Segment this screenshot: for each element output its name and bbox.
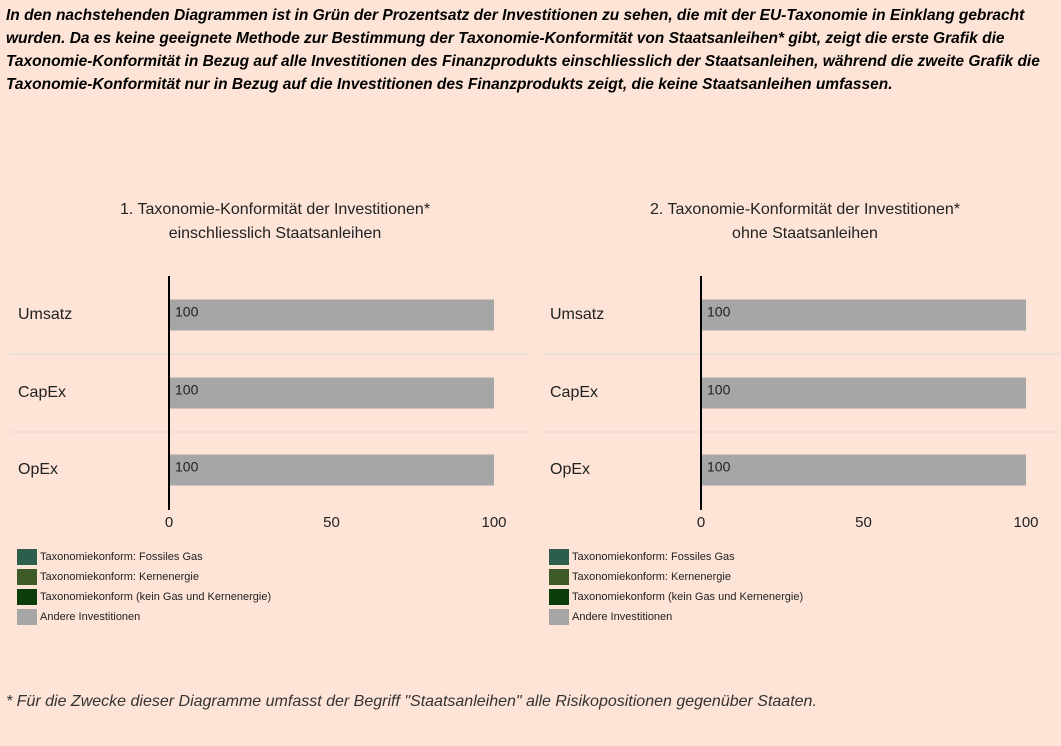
intro: In den nachstehenden Diagrammen ist in G… (6, 7, 1040, 93)
bar-segment (701, 377, 1026, 409)
category-label: Umsatz (18, 306, 72, 323)
legend-swatch (17, 609, 37, 625)
footnote: * Für die Zwecke dieser Diagramme umfass… (6, 693, 817, 710)
legend-swatch (549, 549, 569, 565)
bar-segment (701, 299, 1026, 331)
legend-label: Taxonomiekonform: Kernenergie (40, 571, 199, 583)
bar-segment (169, 299, 494, 331)
x-tick-label: 0 (165, 514, 173, 531)
legend-label: Taxonomiekonform (kein Gas und Kernenerg… (40, 591, 271, 603)
x-tick-label: 100 (1013, 514, 1038, 531)
legend-label: Taxonomiekonform: Fossiles Gas (572, 551, 735, 563)
data-label: 100 (175, 382, 199, 398)
legend-swatch (549, 569, 569, 585)
legend-swatch (549, 589, 569, 605)
bar-segment (169, 377, 494, 409)
legend-swatch (17, 589, 37, 605)
legend-label: Andere Investitionen (40, 611, 140, 623)
chart-title: 2. Taxonomie-Konformität der Investition… (649, 201, 961, 242)
x-tick-label: 0 (697, 514, 705, 531)
data-label: 100 (175, 459, 199, 475)
legend-label: Andere Investitionen (572, 611, 672, 623)
x-tick-label: 50 (855, 514, 872, 531)
legend-swatch (17, 569, 37, 585)
legend-swatch (549, 609, 569, 625)
category-label: CapEx (550, 384, 598, 401)
data-label: 100 (707, 459, 731, 475)
data-label: 100 (707, 382, 731, 398)
data-label: 100 (707, 304, 731, 320)
legend-label: Taxonomiekonform: Fossiles Gas (40, 551, 203, 563)
legend-swatch (17, 549, 37, 565)
data-label: 100 (175, 304, 199, 320)
legend-label: Taxonomiekonform (kein Gas und Kernenerg… (572, 591, 803, 603)
category-label: Umsatz (550, 306, 604, 323)
bar-segment (169, 454, 494, 486)
chart-title: 1. Taxonomie-Konformität der Investition… (119, 201, 431, 242)
legend-label: Taxonomiekonform: Kernenergie (572, 571, 731, 583)
x-tick-label: 50 (323, 514, 340, 531)
bar-segment (701, 454, 1026, 486)
category-label: OpEx (550, 461, 590, 478)
category-label: CapEx (18, 384, 66, 401)
category-label: OpEx (18, 461, 58, 478)
x-tick-label: 100 (481, 514, 506, 531)
